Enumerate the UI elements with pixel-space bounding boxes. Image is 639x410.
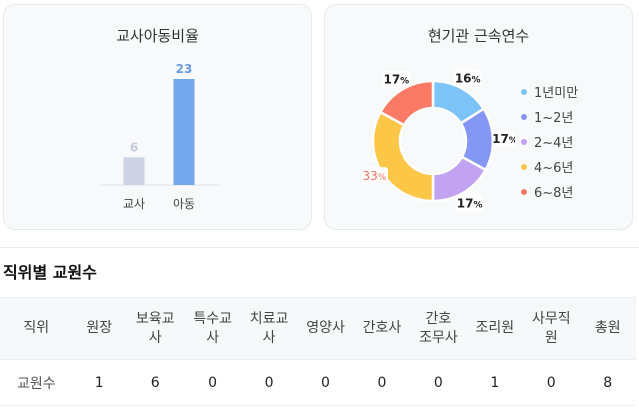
value-cell-9: 8 (603, 374, 613, 391)
donut-value-label: 33% (360, 167, 388, 185)
legend-item: 2~4년 (521, 129, 578, 154)
value-cell-3: 0 (264, 374, 274, 391)
label-bg (454, 69, 482, 87)
bar-child (173, 79, 195, 185)
ratio-card-title: 교사아동비율 (116, 27, 199, 45)
section-divider (0, 247, 639, 248)
legend-item: 6~8년 (521, 179, 578, 204)
donut-value-label: 17% (382, 70, 410, 88)
staff-table-container: 직위 원장 보육교 사 특수교 사 치료교 사 영양사 간호사 간호 조무사 조리원 사무직 원 총원 교원… (0, 297, 639, 406)
bar-value-label: 23 (176, 62, 193, 76)
label-text: 17% (457, 196, 483, 210)
table-header-row: 직위 원장 보육교 사 특수교 사 치료교 사 영양사 간호사 간호 조무사 조리원 사무직 원 총원 (0, 297, 636, 360)
donut-slice (378, 79, 435, 127)
label-bg (456, 194, 484, 212)
value-cell-8: 0 (546, 374, 556, 391)
value-cell-2: 0 (208, 374, 218, 391)
table-row: 교원수 1 6 0 0 0 0 0 1 0 8 (0, 359, 636, 406)
bar-category-label: 교사 (123, 197, 145, 211)
tenure-donut-chart: 16% 17% 17% 33% 17% (360, 69, 515, 212)
legend-dot-icon (521, 113, 527, 120)
legend-label: 4~6년 (534, 161, 574, 176)
header-cell-1: 보육교 사 (135, 310, 175, 346)
staff-table: 직위 원장 보육교 사 특수교 사 치료교 사 영양사 간호사 간호 조무사 조리원 사무직 원 총원 교원… (0, 297, 636, 406)
label-text: 17% (383, 73, 409, 87)
legend-label: 1년미만 (534, 86, 579, 101)
donut-value-label: 17% (456, 194, 484, 212)
legend-item: 1~2년 (521, 104, 578, 129)
donut-slice (371, 110, 435, 203)
donut-value-label: 17% (491, 130, 515, 148)
label-text: 33% (363, 169, 387, 183)
teacher-child-ratio-card: 교사아동비율 6 교사 23 아동 (3, 4, 312, 230)
legend-item: 1년미만 (521, 79, 578, 104)
label-text: 17% (492, 132, 515, 146)
staff-section-title: 직위별 교원수 (3, 263, 97, 282)
donut-value-label: 16% (454, 69, 482, 87)
header-cell-2: 특수교 사 (193, 310, 232, 346)
legend-label: 6~8년 (534, 186, 574, 201)
header-cell-5: 간호사 (362, 320, 402, 336)
header-position-label: 직위 (23, 320, 50, 336)
bar-teacher (123, 157, 145, 185)
bar-value-label: 6 (130, 140, 138, 154)
value-cell-7: 1 (490, 374, 500, 391)
header-cell-6: 간호 조무사 (419, 310, 458, 346)
legend-dot-icon (521, 188, 527, 195)
ratio-bar-chart: 6 교사 23 아동 (100, 62, 220, 211)
legend-label: 2~4년 (534, 136, 574, 151)
bar-category-label: 아동 (173, 197, 195, 211)
value-cell-4: 0 (321, 374, 330, 391)
header-cell-0: 원장 (86, 320, 113, 336)
legend-dot-icon (521, 88, 527, 95)
tenure-legend: 1년미만 1~2년 2~4년 4~6년 6~8년 (521, 79, 578, 204)
label-bg (382, 70, 410, 88)
row-label-staff-count: 교원수 (16, 375, 56, 392)
label-text: 16% (455, 71, 481, 85)
value-cell-0: 1 (94, 374, 104, 391)
value-cell-5: 0 (377, 374, 387, 391)
header-cell-3: 치료교 사 (249, 310, 289, 346)
tenure-card: 현기관 근속연수 16% 17% 17% 33% 17% 1년미만 1~2년 2~4년 4~6… (324, 4, 633, 230)
value-cell-6: 0 (433, 374, 443, 391)
legend-dot-icon (521, 138, 527, 145)
legend-item: 4~6년 (521, 154, 578, 179)
value-cell-1: 6 (150, 374, 160, 391)
header-cell-9: 총원 (594, 320, 621, 336)
legend-label: 1~2년 (534, 111, 574, 126)
legend-dot-icon (521, 163, 527, 170)
header-cell-4: 영양사 (306, 320, 345, 336)
header-cell-8: 사무직 원 (531, 310, 571, 346)
label-bg (360, 167, 388, 185)
header-cell-7: 조리원 (475, 320, 515, 336)
tenure-card-title: 현기관 근속연수 (427, 27, 530, 45)
label-bg (491, 130, 515, 148)
